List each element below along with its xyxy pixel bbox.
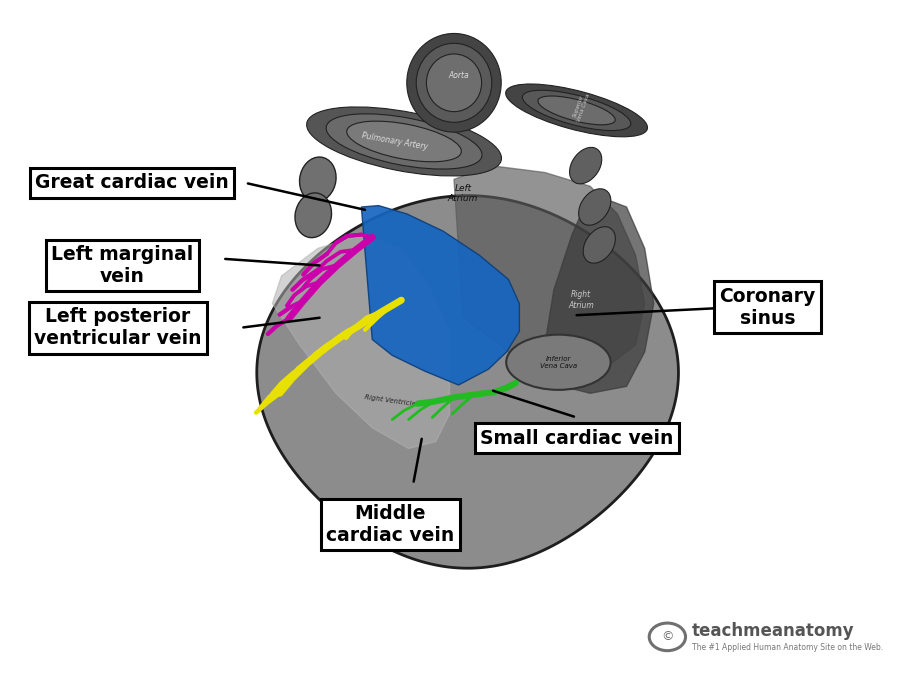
Text: Right
Atrium: Right Atrium xyxy=(568,290,594,310)
Text: Left marginal
vein: Left marginal vein xyxy=(52,245,193,286)
Ellipse shape xyxy=(326,114,482,169)
Text: teachmeanatomy: teachmeanatomy xyxy=(692,622,854,640)
Polygon shape xyxy=(454,166,645,373)
Ellipse shape xyxy=(522,90,631,130)
Text: Small cardiac vein: Small cardiac vein xyxy=(480,428,673,448)
Ellipse shape xyxy=(507,335,611,390)
Ellipse shape xyxy=(347,121,461,161)
Text: Middle
cardiac vein: Middle cardiac vein xyxy=(326,504,455,545)
Ellipse shape xyxy=(538,96,616,125)
Text: Right Ventricle: Right Ventricle xyxy=(364,393,417,407)
Ellipse shape xyxy=(569,148,602,184)
Text: Left posterior
ventricular vein: Left posterior ventricular vein xyxy=(35,307,202,348)
Text: Superior
Vena Cava: Superior Vena Cava xyxy=(571,91,591,123)
Text: Left
Atrium: Left Atrium xyxy=(448,184,479,203)
Text: Aorta: Aorta xyxy=(449,71,469,81)
Polygon shape xyxy=(272,235,449,448)
Text: Inferior
Vena Cava: Inferior Vena Cava xyxy=(540,356,577,368)
Text: Coronary
sinus: Coronary sinus xyxy=(719,286,815,328)
Polygon shape xyxy=(361,206,519,385)
Text: Pulmonary Artery: Pulmonary Artery xyxy=(361,131,429,152)
Ellipse shape xyxy=(416,43,492,122)
Text: The #1 Applied Human Anatomy Site on the Web.: The #1 Applied Human Anatomy Site on the… xyxy=(692,642,883,652)
Ellipse shape xyxy=(295,193,331,237)
Ellipse shape xyxy=(300,157,336,201)
Ellipse shape xyxy=(583,227,616,263)
Text: ©: © xyxy=(661,631,674,643)
Polygon shape xyxy=(545,193,654,393)
Polygon shape xyxy=(257,196,678,568)
Ellipse shape xyxy=(307,107,501,176)
Ellipse shape xyxy=(407,33,501,132)
Ellipse shape xyxy=(578,189,611,225)
Text: Great cardiac vein: Great cardiac vein xyxy=(35,173,229,193)
Ellipse shape xyxy=(506,84,647,137)
Ellipse shape xyxy=(427,54,481,112)
